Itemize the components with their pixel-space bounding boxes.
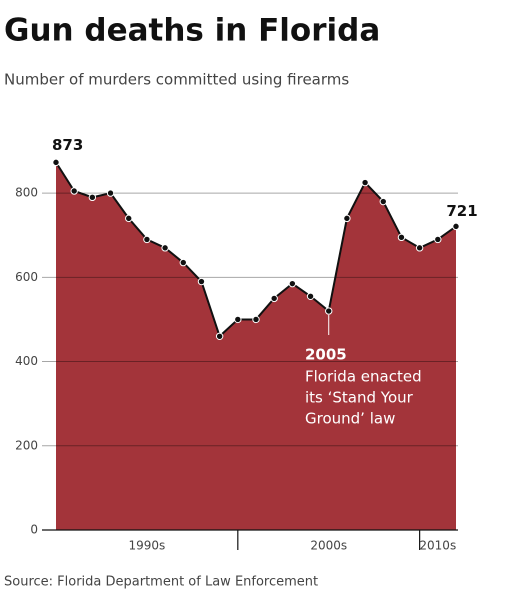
y-tick-label: 0: [30, 523, 38, 537]
point: [379, 197, 387, 206]
annotation-text: Florida enacted: [305, 368, 422, 386]
point: [288, 279, 297, 288]
annotation-text: its ‘Stand Your: [305, 389, 414, 407]
point: [70, 187, 78, 195]
point: [197, 277, 206, 286]
y-tick-label: 600: [15, 270, 38, 284]
point: [325, 307, 333, 315]
data-label: 721: [446, 202, 477, 220]
y-tick-label: 400: [15, 354, 38, 368]
point: [415, 244, 424, 252]
point: [343, 214, 351, 223]
source: Source: Florida Department of Law Enforc…: [4, 575, 318, 590]
chart-subtitle: Number of murders committed using firear…: [4, 71, 349, 89]
y-tick-label: 200: [15, 438, 38, 452]
point: [215, 332, 224, 340]
point: [143, 235, 151, 244]
x-tick-label: 1990s: [129, 539, 166, 553]
point: [306, 292, 315, 300]
x-tick-label: 2000s: [310, 539, 347, 553]
annotation-title: 2005: [305, 346, 347, 364]
point: [270, 294, 278, 303]
annotation-text: Ground’ law: [305, 410, 395, 428]
point: [252, 315, 260, 324]
point: [179, 258, 187, 267]
data-label: 873: [52, 136, 83, 154]
point: [234, 315, 242, 324]
point: [397, 233, 406, 242]
chart-title: Gun deaths in Florida: [4, 13, 380, 49]
area: [56, 162, 456, 530]
point: [106, 189, 115, 197]
point: [161, 244, 169, 252]
point: [125, 214, 133, 223]
point: [434, 235, 442, 244]
x-tick-label: 2010s: [419, 539, 456, 553]
point: [88, 193, 97, 202]
point: [452, 222, 460, 231]
point: [52, 158, 60, 167]
point: [361, 178, 369, 187]
y-tick-label: 800: [15, 186, 38, 200]
